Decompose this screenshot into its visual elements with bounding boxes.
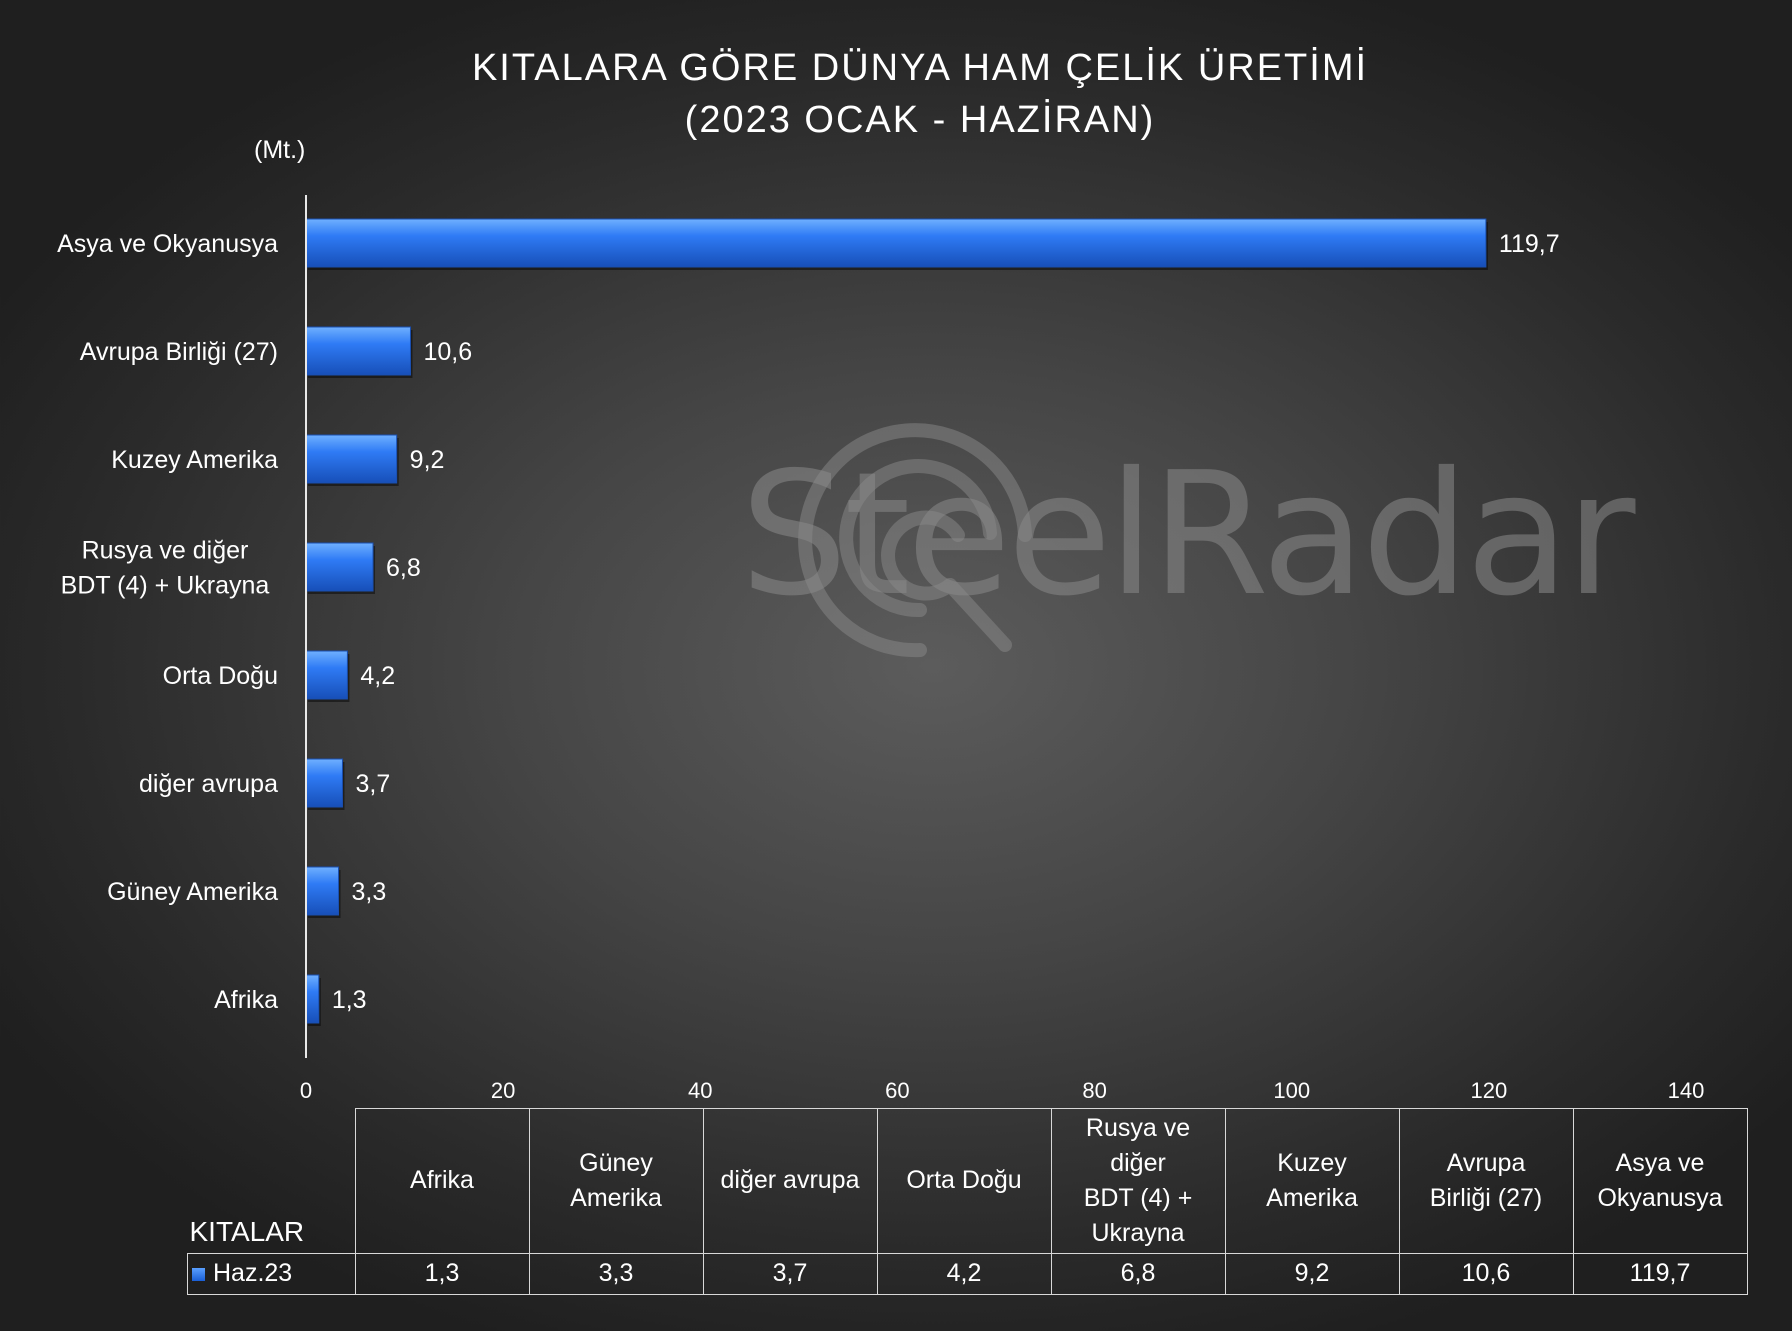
- watermark-text: SteelRadar: [740, 436, 1636, 634]
- value-label: 3,7: [355, 770, 390, 798]
- x-tick-label: 140: [1668, 1078, 1705, 1100]
- data-table-value-cell: 3,3: [528, 1252, 704, 1295]
- data-table-category-cell: Avrupa Birliği (27): [1398, 1108, 1574, 1254]
- bar: [305, 974, 320, 1024]
- data-table-value-cell: 3,7: [702, 1252, 878, 1295]
- chart-title-line-2: (2023 OCAK - HAZİRAN): [684, 99, 1156, 141]
- category-label: Güney Amerika: [107, 878, 278, 906]
- value-label: 10,6: [423, 338, 472, 366]
- value-label: 6,8: [386, 554, 421, 582]
- x-tick-label: 120: [1470, 1078, 1507, 1100]
- x-tick-label: 20: [491, 1078, 515, 1100]
- data-table-values-row: Haz.23 1,3 3,3 3,7 4,2 6,8 9,2 10,6 119,7: [187, 1252, 1748, 1295]
- data-table-category-cell: Afrika: [354, 1108, 530, 1254]
- bar: [305, 326, 411, 376]
- chart-title-line-1: KITALARA GÖRE DÜNYA HAM ÇELİK ÜRETİMİ: [471, 47, 1369, 89]
- data-table-value-cell: 1,3: [354, 1252, 530, 1295]
- value-label: 9,2: [410, 446, 445, 474]
- x-tick-label: 0: [300, 1078, 312, 1100]
- x-tick-label: 100: [1273, 1078, 1310, 1100]
- x-tick-label: 80: [1082, 1078, 1106, 1100]
- data-table-corner-label: KITALAR: [189, 1215, 305, 1247]
- data-table-category-cell: Kuzey Amerika: [1224, 1108, 1400, 1254]
- bar: [305, 758, 343, 808]
- category-label: Rusya ve diğer BDT (4) + Ukrayna: [61, 537, 270, 600]
- chart-title: KITALARA GÖRE DÜNYA HAM ÇELİK ÜRETİMİ (2…: [0, 42, 1792, 146]
- data-table-category-cell: diğer avrupa: [702, 1108, 878, 1254]
- category-label: Avrupa Birliği (27): [80, 338, 278, 366]
- data-table-category-cell: Güney Amerika: [528, 1108, 704, 1254]
- data-table-value-cell: 10,6: [1398, 1252, 1574, 1295]
- category-label: Kuzey Amerika: [111, 446, 278, 474]
- data-table-series-label: Haz.23: [213, 1259, 293, 1287]
- x-tick-label: 40: [688, 1078, 712, 1100]
- category-label: Orta Doğu: [163, 662, 278, 690]
- data-table-value-cell: 4,2: [876, 1252, 1052, 1295]
- data-table-category-cell: Asya ve Okyanusya: [1572, 1108, 1748, 1254]
- data-table-header-row: KITALAR Afrika Güney Amerika diğer avrupa Or…: [188, 1108, 1748, 1254]
- data-table-value-cell: 6,8: [1050, 1252, 1226, 1295]
- data-table: KITALAR Afrika Güney Amerika diğer avrupa Or…: [187, 1108, 1748, 1295]
- bar-chart: Asya ve Okyanusya Avrupa Birliği (27) Kuze…: [57, 195, 1705, 1100]
- category-label: Asya ve Okyanusya: [57, 230, 278, 258]
- category-label: Afrika: [214, 986, 278, 1014]
- bar: [305, 542, 374, 592]
- data-table-series-cell: Haz.23: [187, 1252, 356, 1295]
- data-table-value-cell: 9,2: [1224, 1252, 1400, 1295]
- data-table-category-cell: Rusya ve diğer BDT (4) + Ukrayna: [1050, 1108, 1226, 1254]
- data-table-category-cell: Orta Doğu: [876, 1108, 1052, 1254]
- value-label: 3,3: [352, 878, 387, 906]
- value-label: 4,2: [360, 662, 395, 690]
- value-label: 1,3: [332, 986, 367, 1014]
- bar: [305, 218, 1487, 268]
- legend-key-icon: [192, 1267, 205, 1281]
- bar: [305, 866, 340, 916]
- bar: [305, 650, 348, 700]
- x-tick-label: 60: [885, 1078, 909, 1100]
- unit-label: (Mt.): [254, 136, 306, 164]
- category-label: diğer avrupa: [139, 770, 278, 798]
- value-label: 119,7: [1499, 230, 1560, 258]
- steelradar-logo-icon: [798, 423, 1032, 658]
- data-table-value-cell: 119,7: [1572, 1252, 1748, 1295]
- bar: [305, 434, 398, 484]
